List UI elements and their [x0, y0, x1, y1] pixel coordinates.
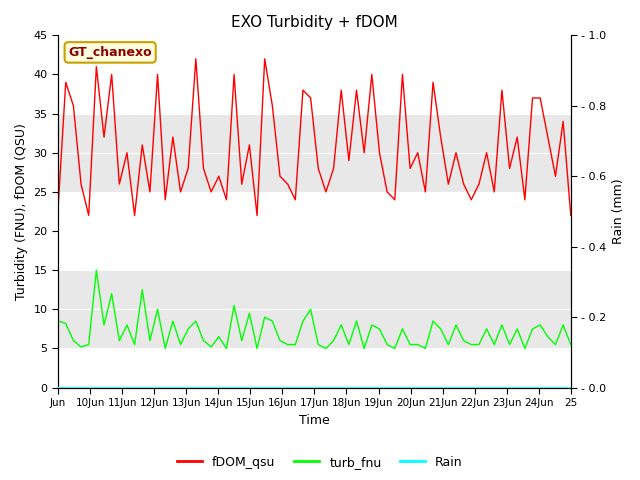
X-axis label: Time: Time — [299, 414, 330, 427]
Bar — [58, 114, 571, 192]
Legend: fDOM_qsu, turb_fnu, Rain: fDOM_qsu, turb_fnu, Rain — [172, 451, 468, 474]
Bar — [58, 270, 571, 348]
Title: EXO Turbidity + fDOM: EXO Turbidity + fDOM — [231, 15, 398, 30]
Text: GT_chanexo: GT_chanexo — [68, 46, 152, 59]
Y-axis label: Turbidity (FNU), fDOM (QSU): Turbidity (FNU), fDOM (QSU) — [15, 123, 28, 300]
Y-axis label: Rain (mm): Rain (mm) — [612, 179, 625, 244]
